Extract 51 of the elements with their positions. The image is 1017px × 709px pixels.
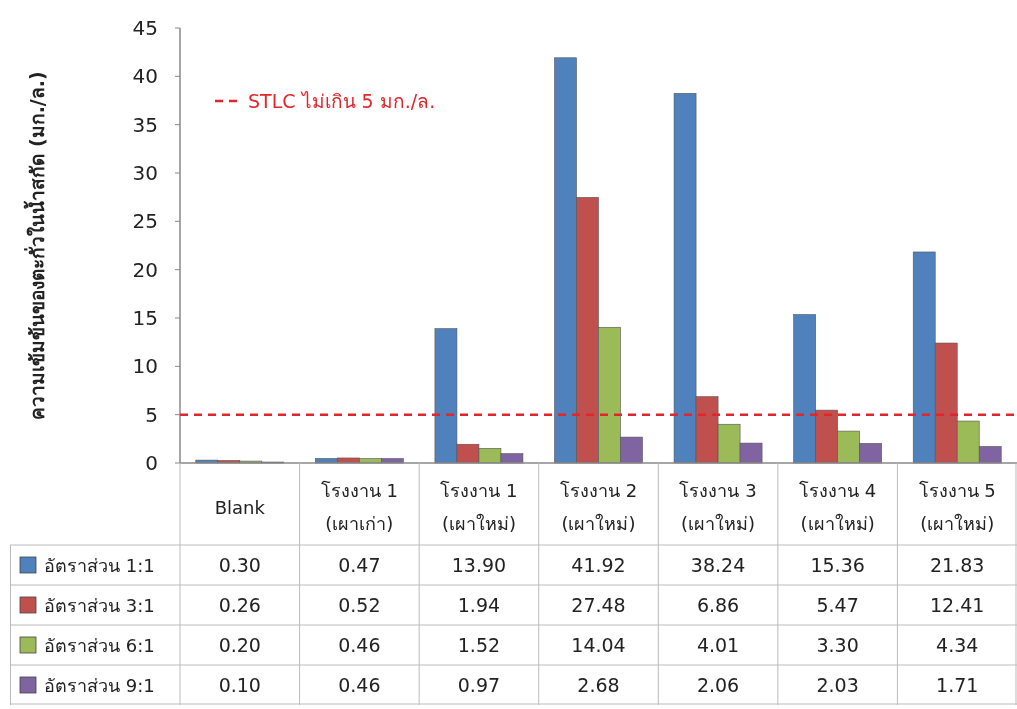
data-label: 6.86	[696, 594, 740, 616]
data-label: 0.30	[218, 554, 261, 576]
data-label: 0.52	[338, 594, 381, 616]
data-label: 0.46	[338, 634, 381, 656]
legend-label: อัตราส่วน 6:1	[44, 635, 155, 656]
y-tick-label: 5	[145, 402, 158, 427]
data-label: 12.41	[930, 594, 985, 616]
legend-label: อัตราส่วน 1:1	[44, 555, 155, 576]
data-label: 4.34	[936, 634, 979, 656]
x-tick-label: โรงงาน 2 (เผาใหม่)	[559, 480, 638, 534]
data-label: 2.06	[696, 674, 740, 696]
x-tick-label: โรงงาน 4 (เผาใหม่)	[799, 480, 877, 534]
data-label: 15.36	[810, 554, 865, 576]
y-tick-label: 0	[145, 451, 158, 475]
y-tick-label: 45	[132, 16, 158, 40]
data-label: 38.24	[690, 554, 746, 576]
y-axis-title: ความเข้มข้นของตะกั่วในน้ำสกัด (มก./ล.)	[23, 71, 48, 420]
y-tick-label: 15	[132, 306, 158, 330]
data-label: 1.94	[457, 594, 501, 616]
y-tick-label: 35	[132, 112, 158, 137]
data-label: 4.01	[696, 634, 740, 656]
legend-label: STLC ไม่เกิน 5 มก./ล.	[248, 90, 436, 112]
data-label: 1.52	[457, 634, 501, 656]
x-tick-label: โรงงาน 1 (เผาใหม่)	[440, 480, 518, 534]
x-tick-label: Blank	[214, 497, 266, 518]
data-label: 21.83	[930, 554, 985, 576]
y-tick-label: 40	[132, 64, 158, 89]
data-label: 2.68	[577, 674, 620, 696]
data-label: 41.92	[571, 554, 626, 576]
data-label: 14.04	[571, 634, 626, 656]
x-tick-label: โรงงาน 5 (เผาใหม่)	[918, 480, 996, 534]
data-label: 27.48	[571, 594, 626, 616]
data-label: 0.26	[218, 594, 261, 616]
data-label: 0.10	[218, 674, 261, 696]
x-tick-label: โรงงาน 1 (เผาเก่า)	[320, 480, 398, 534]
y-tick-label: 10	[132, 354, 158, 379]
data-label: 13.90	[451, 554, 507, 576]
y-tick-label: 30	[132, 161, 158, 185]
legend-label: อัตราส่วน 3:1	[44, 595, 155, 616]
y-tick-label: 20	[132, 257, 158, 282]
data-label: 0.47	[338, 554, 381, 576]
data-label: 0.20	[218, 634, 261, 656]
data-label: 0.97	[457, 674, 501, 696]
legend-label: อัตราส่วน 9:1	[44, 675, 155, 696]
data-label: 3.30	[816, 634, 859, 656]
x-tick-label: โรงงาน 3 (เผาใหม่)	[679, 480, 757, 534]
data-label: 2.03	[816, 674, 859, 696]
y-tick-label: 25	[132, 209, 158, 234]
data-label: 1.71	[936, 674, 979, 696]
data-label: 5.47	[816, 594, 859, 616]
data-label: 0.46	[338, 674, 381, 696]
